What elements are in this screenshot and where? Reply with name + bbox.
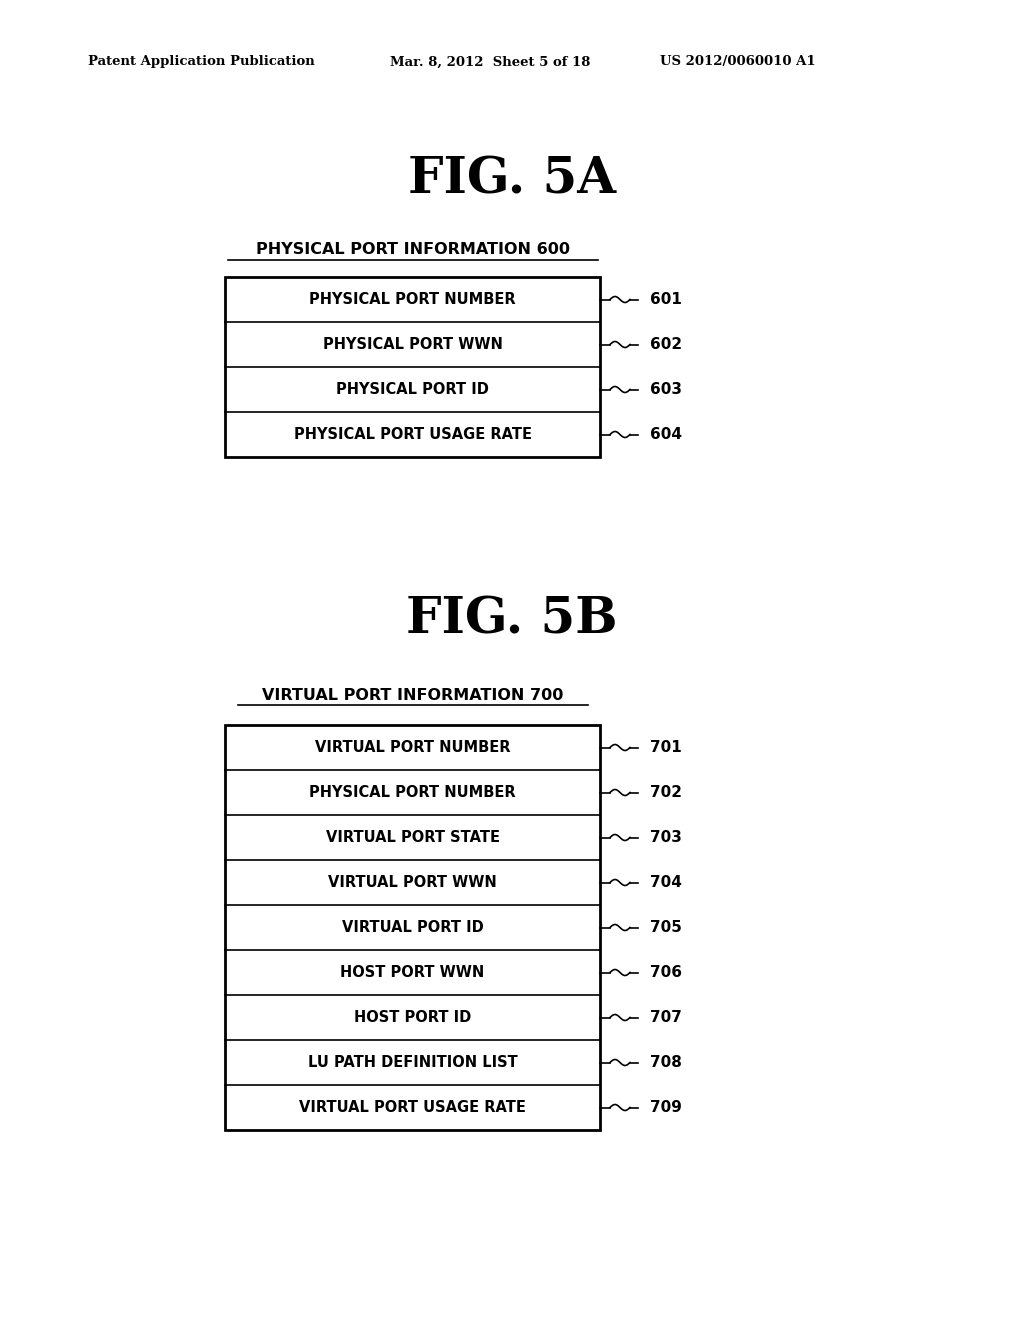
Text: 704: 704	[650, 875, 682, 890]
Text: 709: 709	[650, 1100, 682, 1115]
Text: VIRTUAL PORT STATE: VIRTUAL PORT STATE	[326, 830, 500, 845]
Text: PHYSICAL PORT NUMBER: PHYSICAL PORT NUMBER	[309, 785, 516, 800]
Text: 705: 705	[650, 920, 682, 935]
Text: PHYSICAL PORT ID: PHYSICAL PORT ID	[336, 381, 488, 397]
Bar	[225, 277, 600, 457]
Text: 603: 603	[650, 381, 682, 397]
Text: PHYSICAL PORT NUMBER: PHYSICAL PORT NUMBER	[309, 292, 516, 308]
Text: PHYSICAL PORT INFORMATION 600: PHYSICAL PORT INFORMATION 600	[256, 243, 569, 257]
Text: LU PATH DEFINITION LIST: LU PATH DEFINITION LIST	[307, 1055, 517, 1071]
Text: PHYSICAL PORT USAGE RATE: PHYSICAL PORT USAGE RATE	[294, 426, 531, 442]
Bar	[225, 725, 600, 1130]
Text: PHYSICAL PORT WWN: PHYSICAL PORT WWN	[323, 337, 503, 352]
Text: 706: 706	[650, 965, 682, 979]
Text: 604: 604	[650, 426, 682, 442]
Text: US 2012/0060010 A1: US 2012/0060010 A1	[660, 55, 816, 69]
Text: Patent Application Publication: Patent Application Publication	[88, 55, 314, 69]
Text: 701: 701	[650, 741, 682, 755]
Text: 602: 602	[650, 337, 682, 352]
Text: 707: 707	[650, 1010, 682, 1026]
Text: VIRTUAL PORT ID: VIRTUAL PORT ID	[342, 920, 483, 935]
Text: HOST PORT ID: HOST PORT ID	[354, 1010, 471, 1026]
Text: 702: 702	[650, 785, 682, 800]
Text: VIRTUAL PORT WWN: VIRTUAL PORT WWN	[328, 875, 497, 890]
Text: VIRTUAL PORT NUMBER: VIRTUAL PORT NUMBER	[314, 741, 510, 755]
Text: 703: 703	[650, 830, 682, 845]
Text: VIRTUAL PORT USAGE RATE: VIRTUAL PORT USAGE RATE	[299, 1100, 526, 1115]
Text: FIG. 5B: FIG. 5B	[407, 595, 617, 644]
Text: FIG. 5A: FIG. 5A	[408, 156, 616, 205]
Text: 708: 708	[650, 1055, 682, 1071]
Text: Mar. 8, 2012  Sheet 5 of 18: Mar. 8, 2012 Sheet 5 of 18	[390, 55, 591, 69]
Text: 601: 601	[650, 292, 682, 308]
Text: HOST PORT WWN: HOST PORT WWN	[340, 965, 484, 979]
Text: VIRTUAL PORT INFORMATION 700: VIRTUAL PORT INFORMATION 700	[262, 688, 563, 702]
